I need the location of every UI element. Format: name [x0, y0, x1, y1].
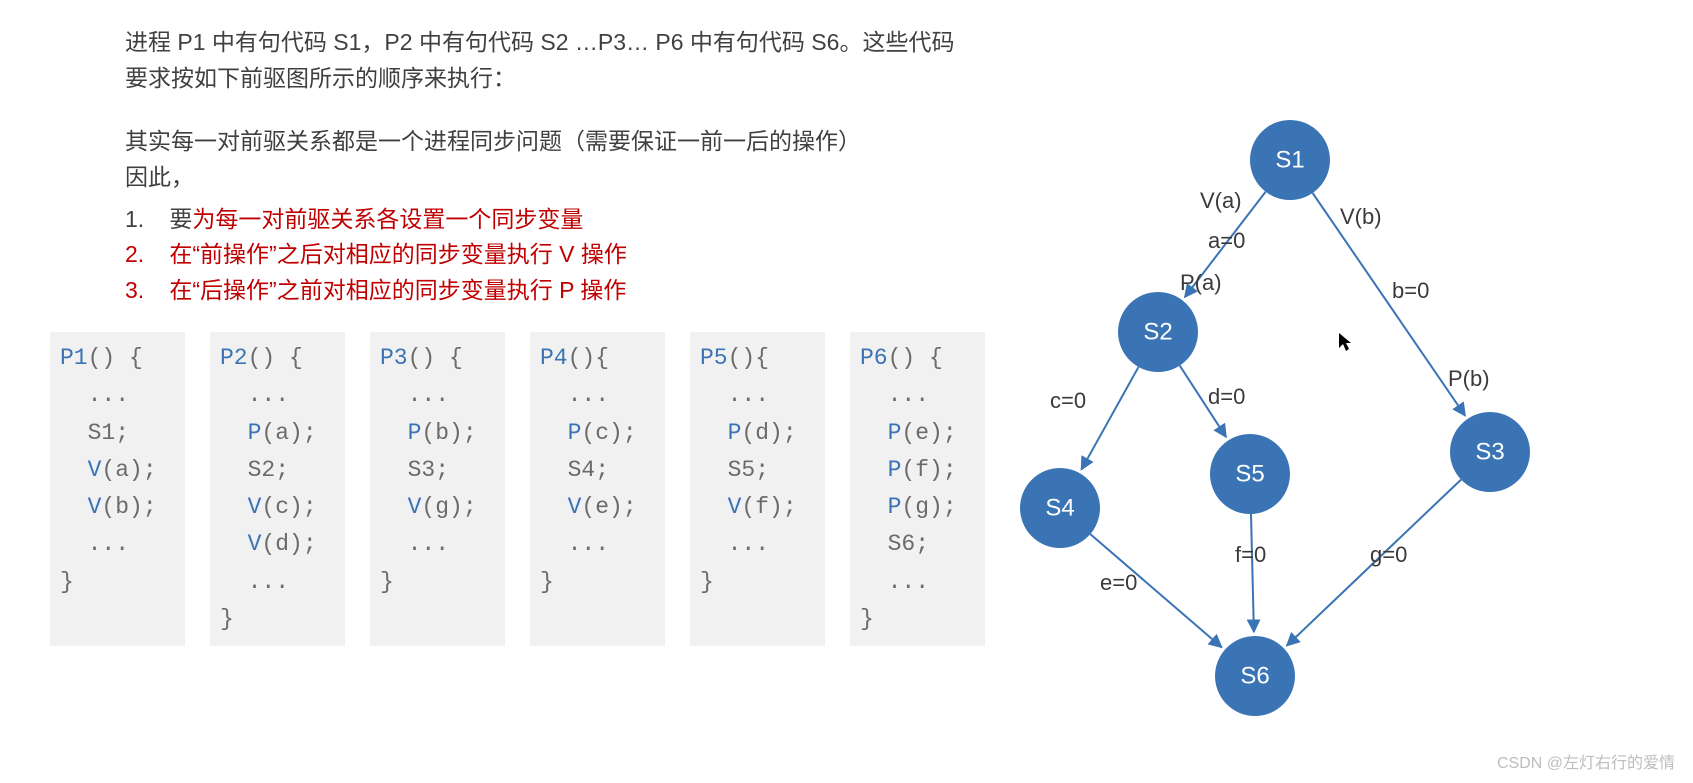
code-block-p4: P4(){ ... P(c); S4; V(e); ...}	[530, 332, 665, 646]
code-line: ...	[60, 526, 175, 563]
precedence-graph: V(a) a=0 P(a) V(b) b=0 P(b) c=0 d=0 e=0 f=0 g=0 S1 S…	[990, 100, 1590, 740]
code-line: V(a);	[60, 452, 175, 489]
rule-number: 2.	[125, 237, 163, 273]
analysis-line-2: 因此，	[125, 160, 975, 196]
svg-text:S2: S2	[1143, 319, 1172, 346]
code-line: V(f);	[700, 489, 815, 526]
edge-label: g=0	[1370, 542, 1407, 567]
code-line: }	[700, 564, 815, 601]
code-line: P(d);	[700, 415, 815, 452]
edge-label: f=0	[1235, 542, 1266, 567]
edge-label: P(b)	[1448, 366, 1490, 391]
node-s2: S2	[1118, 292, 1198, 372]
analysis-paragraph: 其实每一对前驱关系都是一个进程同步问题（需要保证一前一后的操作） 因此，	[125, 124, 975, 195]
code-block-p5: P5(){ ... P(d); S5; V(f); ...}	[690, 332, 825, 646]
code-line: ...	[220, 377, 335, 414]
edge-label: b=0	[1392, 278, 1429, 303]
code-line: V(c);	[220, 489, 335, 526]
code-header: P2() {	[220, 340, 335, 377]
code-line: ...	[380, 377, 495, 414]
mouse-cursor-icon	[1338, 332, 1354, 358]
explanation-text: 进程 P1 中有句代码 S1，P2 中有句代码 S2 …P3… P6 中有句代码…	[125, 25, 975, 308]
svg-text:S6: S6	[1240, 663, 1269, 690]
code-line: V(d);	[220, 526, 335, 563]
rule-number: 1.	[125, 202, 163, 238]
code-line: ...	[700, 526, 815, 563]
rule-item-1: 1. 要为每一对前驱关系各设置一个同步变量	[125, 202, 975, 238]
edge-label: V(b)	[1340, 204, 1382, 229]
rule-item-3: 3. 在“后操作”之前对相应的同步变量执行 P 操作	[125, 273, 975, 309]
code-blocks-row: P1() { ... S1; V(a); V(b); ...}P2() { ..…	[50, 332, 985, 646]
code-header: P3() {	[380, 340, 495, 377]
code-line: }	[220, 601, 335, 638]
analysis-line-1: 其实每一对前驱关系都是一个进程同步问题（需要保证一前一后的操作）	[125, 124, 975, 160]
rule-prefix: 要	[169, 206, 192, 232]
code-line: P(c);	[540, 415, 655, 452]
code-line: V(g);	[380, 489, 495, 526]
code-line: ...	[860, 564, 975, 601]
svg-text:S1: S1	[1275, 147, 1304, 174]
code-line: }	[380, 564, 495, 601]
edge-label: d=0	[1208, 384, 1245, 409]
edge-label: e=0	[1100, 570, 1137, 595]
rule-text: 为每一对前驱关系各设置一个同步变量	[192, 206, 583, 232]
code-line: V(b);	[60, 489, 175, 526]
code-line: P(e);	[860, 415, 975, 452]
code-line: ...	[700, 377, 815, 414]
code-header: P4(){	[540, 340, 655, 377]
code-line: }	[60, 564, 175, 601]
code-line: S5;	[700, 452, 815, 489]
code-block-p3: P3() { ... P(b); S3; V(g); ...}	[370, 332, 505, 646]
node-s5: S5	[1210, 434, 1290, 514]
watermark-text: CSDN @左灯右行的爱情	[1497, 749, 1675, 773]
node-s4: S4	[1020, 468, 1100, 548]
code-line: ...	[380, 526, 495, 563]
code-line: ...	[540, 377, 655, 414]
code-line: ...	[860, 377, 975, 414]
node-s1: S1	[1250, 120, 1330, 200]
rule-number: 3.	[125, 273, 163, 309]
code-block-p6: P6() { ... P(e); P(f); P(g); S6; ...}	[850, 332, 985, 646]
edge-label: V(a)	[1200, 188, 1242, 213]
code-line: }	[860, 601, 975, 638]
code-line: ...	[60, 377, 175, 414]
code-line: S1;	[60, 415, 175, 452]
edge-S2-S4	[1081, 367, 1138, 470]
code-line: S6;	[860, 526, 975, 563]
edge-S1-S3	[1313, 193, 1466, 416]
code-line: ...	[220, 564, 335, 601]
edge-label: a=0	[1208, 228, 1245, 253]
svg-text:S3: S3	[1475, 439, 1504, 466]
code-line: ...	[540, 526, 655, 563]
intro-paragraph: 进程 P1 中有句代码 S1，P2 中有句代码 S2 …P3… P6 中有句代码…	[125, 25, 975, 96]
rule-text: 在“后操作”之前对相应的同步变量执行 P 操作	[169, 277, 626, 303]
edge-label: P(a)	[1180, 270, 1222, 295]
code-line: S2;	[220, 452, 335, 489]
code-line: P(g);	[860, 489, 975, 526]
code-line: S3;	[380, 452, 495, 489]
code-header: P1() {	[60, 340, 175, 377]
node-s3: S3	[1450, 412, 1530, 492]
code-line: }	[540, 564, 655, 601]
code-line: V(e);	[540, 489, 655, 526]
code-line: S4;	[540, 452, 655, 489]
svg-text:S5: S5	[1235, 461, 1264, 488]
code-block-p2: P2() { ... P(a); S2; V(c); V(d); ...}	[210, 332, 345, 646]
rules-list: 1. 要为每一对前驱关系各设置一个同步变量 2. 在“前操作”之后对相应的同步变…	[125, 202, 975, 309]
rule-text: 在“前操作”之后对相应的同步变量执行 V 操作	[169, 241, 626, 267]
edge-S5-S6	[1251, 514, 1254, 632]
node-s6: S6	[1215, 636, 1295, 716]
code-line: P(f);	[860, 452, 975, 489]
svg-text:S4: S4	[1045, 495, 1074, 522]
code-line: P(b);	[380, 415, 495, 452]
code-header: P6() {	[860, 340, 975, 377]
edge-label: c=0	[1050, 388, 1086, 413]
rule-item-2: 2. 在“前操作”之后对相应的同步变量执行 V 操作	[125, 237, 975, 273]
code-header: P5(){	[700, 340, 815, 377]
code-line: P(a);	[220, 415, 335, 452]
code-block-p1: P1() { ... S1; V(a); V(b); ...}	[50, 332, 185, 646]
